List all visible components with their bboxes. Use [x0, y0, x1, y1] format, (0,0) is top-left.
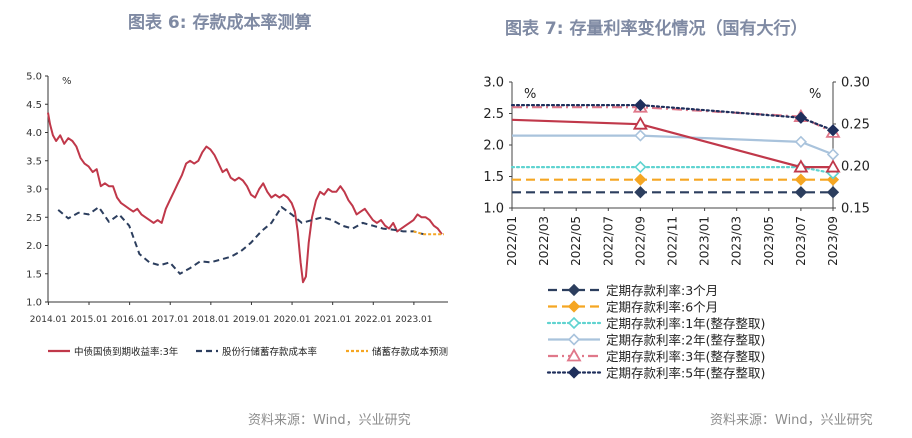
left-y-tick-label: 4.5	[26, 100, 42, 111]
right-legend-marker-2	[567, 316, 581, 330]
right-legend-label-5: 定期存款利率:5年(整存整取)	[606, 366, 765, 381]
right-series-marker-3	[794, 135, 808, 148]
right-series-marker-0	[634, 186, 647, 199]
left-x-tick-label: 2018.01	[192, 315, 229, 325]
right-series-marker-0	[794, 186, 808, 199]
left-x-tick-label: 2021.01	[314, 315, 351, 325]
right-x-tick-label: 2023/07	[794, 216, 808, 266]
left-x-tick-label: 2022.01	[355, 315, 392, 325]
right-legend-label-4: 定期存款利率:3年(整存整取)	[606, 349, 765, 364]
right-legend-marker-4	[566, 348, 582, 362]
left-y-tick-label: 2.5	[26, 213, 42, 224]
right-left-unit-label: %	[524, 87, 536, 102]
right-series-line-5	[510, 104, 835, 132]
left-legend-label-1: 股份行储蓄存款成本率	[222, 346, 318, 358]
right-series-line-2	[510, 166, 835, 175]
left-x-tick-label: 2015.01	[70, 315, 107, 325]
right-chart-title: 图表 7: 存量利率变化情况（国有大行）	[505, 19, 808, 39]
right-legend-label-3: 定期存款利率:2年(整存整取)	[606, 333, 765, 348]
left-y-tick-label: 1.5	[26, 269, 42, 280]
left-y-tick-label: 5.0	[26, 72, 42, 83]
right-series-marker-5	[794, 111, 808, 124]
left-y-tick-label: 3.5	[26, 156, 42, 167]
left-chart: % 1.0 1.5 2.0 2.5 3.0 3.5 4.0 4.5 5.0 2014.01 2015.…	[26, 72, 448, 359]
right-x-tick-label: 2022/07	[601, 216, 615, 266]
left-x-tick-label: 2020.01	[273, 315, 310, 325]
left-legend-label-2: 储蓄存款成本预测	[372, 346, 448, 358]
right-series-line-6	[511, 118, 833, 169]
right-legend-marker-5	[567, 366, 581, 379]
right-legend-label-2: 定期存款利率:1年(整存整取)	[606, 316, 765, 331]
right-series-marker-5	[826, 124, 840, 137]
right-series-marker-3	[826, 148, 840, 161]
left-series-line-0	[47, 112, 443, 284]
left-y-tick-label: 2.0	[26, 241, 42, 252]
left-series-line-1	[57, 206, 424, 275]
right-left-tick-label: 1.5	[483, 170, 504, 185]
right-x-tick-label: 2022/05	[569, 216, 583, 266]
left-x-tick-label: 2017.01	[152, 315, 189, 325]
right-legend-marker-0	[567, 283, 581, 297]
left-legend-label-0: 中债国债到期收益率:3年	[74, 346, 179, 358]
right-left-tick-label: 2.0	[483, 139, 504, 154]
right-x-tick-label: 2022/01	[505, 216, 519, 266]
right-x-tick-label: 2023/03	[730, 216, 744, 266]
right-legend-label-1: 定期存款利率:6个月	[606, 300, 718, 315]
right-series-marker-3	[634, 129, 647, 142]
right-x-tick-label: 2023/05	[762, 216, 776, 266]
right-source-note: 资料来源：Wind，兴业研究	[710, 413, 873, 428]
right-right-tick-label: 0.25	[841, 118, 870, 133]
right-series-marker-6	[632, 116, 648, 130]
right-series-marker-5	[634, 98, 647, 112]
right-series-marker-1	[826, 173, 840, 186]
right-series-marker-6	[825, 159, 841, 173]
left-y-unit-label: %	[62, 76, 72, 87]
right-series-marker-1	[634, 173, 647, 186]
right-x-tick-label: 2022/11	[666, 216, 680, 266]
right-chart: % % 1.0 1.5 2.0 2.5 3.0 0.15 0.20 0.25 0.30 2022/01…	[483, 76, 870, 381]
left-x-tick-label: 2016.01	[111, 315, 148, 325]
left-chart-title: 图表 6: 存款成本率测算	[128, 13, 312, 33]
right-legend-label-0: 定期存款利率:3个月	[606, 283, 718, 298]
left-y-tick-label: 3.0	[26, 185, 42, 196]
right-x-tick-label: 2023/09	[826, 216, 840, 266]
right-series-marker-0	[826, 186, 840, 199]
right-series-marker-6	[793, 159, 809, 173]
right-right-tick-label: 0.30	[841, 76, 870, 91]
right-left-tick-label: 1.0	[483, 202, 504, 217]
left-x-tick-label: 2023.01	[395, 315, 432, 325]
left-y-tick-label: 1.0	[26, 298, 42, 309]
left-x-tick-label: 2014.01	[30, 315, 67, 325]
right-right-tick-label: 0.20	[841, 160, 870, 175]
right-x-tick-label: 2022/09	[633, 216, 647, 266]
right-series-line-4	[512, 106, 834, 134]
right-series-marker-1	[794, 173, 808, 186]
right-series-marker-2	[634, 160, 647, 174]
right-right-tick-label: 0.15	[841, 202, 870, 217]
right-right-unit-label: %	[809, 87, 821, 102]
left-x-tick-label: 2019.01	[233, 315, 270, 325]
right-legend-marker-1	[567, 300, 581, 313]
left-y-tick-label: 4.0	[26, 128, 42, 139]
right-x-tick-label: 2023/01	[698, 216, 712, 266]
right-x-tick-label: 2022/03	[537, 216, 551, 266]
right-legend-marker-3	[567, 333, 581, 346]
left-series-line-2	[413, 230, 444, 236]
right-left-tick-label: 2.5	[483, 107, 504, 122]
left-source-note: 资料来源：Wind，兴业研究	[248, 413, 411, 428]
right-series-line-3	[512, 134, 834, 156]
right-left-tick-label: 3.0	[483, 76, 504, 91]
